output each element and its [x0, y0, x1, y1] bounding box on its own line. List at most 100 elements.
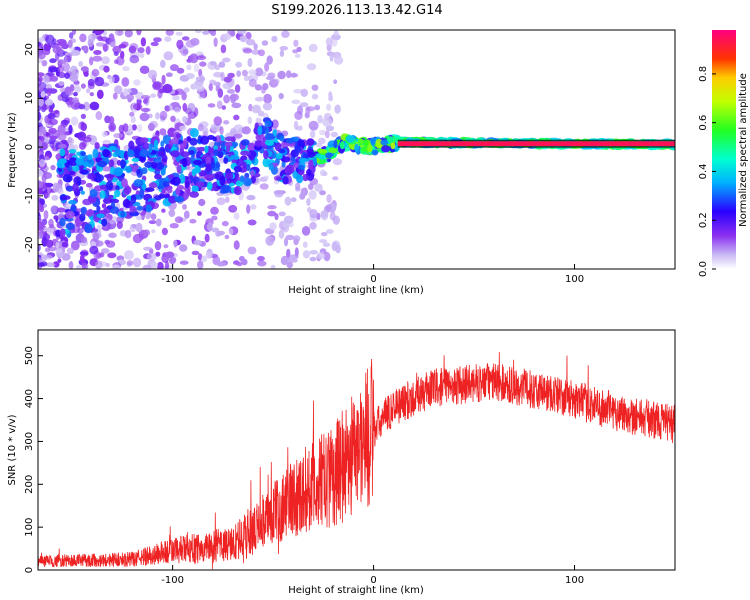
- heatmap-noise-blob: [193, 239, 202, 246]
- heatmap-ridge-blob: [306, 169, 312, 176]
- heatmap-ridge-blob: [72, 164, 80, 172]
- heatmap-noise-blob: [161, 208, 166, 213]
- heatmap-ridge-blob: [62, 195, 71, 200]
- heatmap-noise-blob: [277, 70, 286, 80]
- heatmap-ridge-blob: [207, 135, 215, 140]
- heatmap-noise-blob: [332, 158, 343, 166]
- heatmap-noise-blob: [253, 43, 258, 50]
- heatmap-ridge-blob: [75, 157, 85, 166]
- heatmap-noise-blob: [333, 30, 339, 37]
- heatmap-ridge-blob: [226, 178, 232, 184]
- heatmap-noise-blob: [334, 104, 341, 114]
- heatmap-noise-blob: [58, 81, 65, 86]
- heatmap-ridge-blob: [79, 186, 84, 192]
- heatmap-ridge-blob: [125, 165, 132, 174]
- snr-ytick-label: 300: [24, 432, 35, 451]
- snr-ytick-label: 100: [24, 518, 35, 537]
- chart-title: S199.2026.113.13.42.G14: [271, 3, 442, 18]
- heatmap-noise-blob: [69, 38, 77, 43]
- heatmap-noise-blob: [174, 216, 183, 224]
- spectrogram-ytick-label: 20: [24, 43, 35, 56]
- heatmap-noise-blob: [182, 116, 188, 123]
- heatmap-noise-blob: [325, 229, 334, 234]
- heatmap-ridge-blob: [65, 222, 75, 230]
- heatmap-ridge-blob: [197, 146, 207, 152]
- heatmap-noise-blob: [196, 84, 205, 92]
- heatmap-noise-blob: [239, 35, 248, 43]
- heatmap-noise-blob: [71, 97, 80, 104]
- heatmap-ridge-blob: [96, 174, 104, 182]
- heatmap-noise-blob: [226, 89, 236, 94]
- colorbar-label: Normalized spectral amplitude: [738, 73, 749, 227]
- heatmap-ridge-blob: [240, 139, 250, 146]
- heatmap-noise-blob: [147, 123, 155, 131]
- heatmap-noise-blob: [195, 76, 206, 82]
- heatmap-noise-blob: [133, 79, 141, 86]
- heatmap-noise-blob: [102, 139, 111, 145]
- heatmap-ridge-blob: [183, 138, 188, 147]
- heatmap-ridge-blob: [85, 182, 93, 188]
- heatmap-noise-blob: [316, 252, 326, 260]
- heatmap-noise-blob: [220, 44, 227, 54]
- heatmap-noise-blob: [203, 130, 208, 136]
- heatmap-noise-blob: [38, 232, 44, 240]
- heatmap-noise-blob: [79, 254, 85, 264]
- heatmap-ridge-blob: [102, 149, 110, 158]
- heatmap-noise-blob: [219, 126, 224, 135]
- heatmap-ridge-blob: [171, 176, 181, 186]
- heatmap-noise-blob: [222, 57, 231, 63]
- heatmap-noise-blob: [38, 181, 44, 189]
- heatmap-noise-blob: [53, 215, 59, 220]
- heatmap-noise-blob: [306, 63, 317, 71]
- heatmap-noise-blob: [242, 48, 253, 54]
- heatmap-noise-blob: [229, 31, 236, 37]
- heatmap-noise-blob: [170, 102, 180, 107]
- heatmap-noise-blob: [58, 125, 65, 136]
- heatmap-ridge-blob: [204, 145, 209, 154]
- heatmap-noise-blob: [308, 43, 318, 53]
- heatmap-noise-blob: [92, 232, 100, 242]
- heatmap-ridge-blob: [264, 120, 273, 128]
- heatmap-noise-blob: [80, 113, 86, 120]
- heatmap-noise-blob: [247, 116, 253, 125]
- heatmap-noise-blob: [223, 120, 230, 125]
- snr-ticks: -100 0 100 0 100 200 300 400 500: [24, 346, 584, 586]
- heatmap-ridge-blob: [318, 154, 326, 160]
- heatmap-noise-blob: [163, 51, 174, 61]
- heatmap-noise-blob: [261, 40, 269, 46]
- heatmap-noise-blob: [78, 104, 86, 110]
- heatmap-noise-blob: [224, 234, 230, 240]
- heatmap-noise-blob: [155, 218, 162, 227]
- heatmap-noise-blob: [50, 205, 58, 214]
- heatmap-noise-blob: [155, 251, 161, 257]
- heatmap-noise-blob: [38, 213, 42, 220]
- heatmap-noise-blob: [49, 58, 57, 64]
- heatmap-noise-blob: [176, 67, 185, 74]
- heatmap-noise-blob: [101, 56, 110, 65]
- heatmap-ridge-blob: [380, 139, 389, 146]
- colorbar: 0.0 0.2 0.4 0.6 0.8 Normalized spectral ampl…: [698, 30, 749, 277]
- heatmap-ridge-blob: [371, 149, 379, 156]
- heatmap-noise-blob: [122, 66, 130, 72]
- heatmap-noise-blob: [114, 59, 119, 64]
- heatmap-noise-blob: [245, 39, 256, 46]
- colorbar-ticks: 0.0 0.2 0.4 0.6 0.8: [698, 66, 716, 277]
- heatmap-noise-blob: [322, 117, 332, 127]
- heatmap-noise-blob: [49, 224, 55, 229]
- heatmap-noise-blob: [61, 253, 71, 261]
- heatmap-noise-blob: [193, 63, 199, 73]
- heatmap-noise-blob: [283, 237, 289, 247]
- heatmap-ridge-blob: [175, 133, 182, 139]
- heatmap-noise-blob: [294, 247, 299, 257]
- heatmap-noise-blob: [170, 256, 177, 264]
- spectrogram-ytick-label: -10: [24, 188, 35, 204]
- heatmap-noise-blob: [139, 112, 150, 122]
- heatmap-noise-blob: [87, 38, 94, 48]
- heatmap-noise-blob: [314, 104, 321, 111]
- heatmap-noise-blob: [233, 260, 240, 265]
- heatmap-ridge-blob: [243, 177, 253, 187]
- heatmap-ridge-blob: [145, 187, 155, 192]
- heatmap-ridge-blob: [232, 141, 239, 147]
- heatmap-noise-blob: [135, 215, 143, 221]
- heatmap-noise-blob: [233, 133, 243, 139]
